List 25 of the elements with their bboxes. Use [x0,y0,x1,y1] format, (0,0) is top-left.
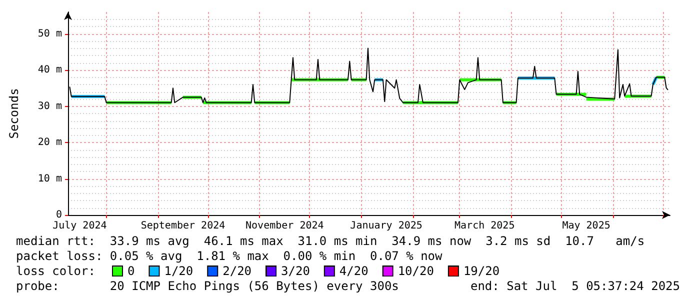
x-tick-label: May 2025 [562,220,610,232]
x-tick-label: July 2024 [52,220,107,232]
text: packet loss: 0.05 % avg 1.81 % max 0.00 % min 0.07 % now [16,249,442,263]
legend-label: 2/20 [222,264,252,278]
y-tick-label: 40 m [38,64,62,76]
legend-title: loss color: [16,264,96,278]
text: probe: 20 ICMP Echo Pings (56 Bytes) every 300s [16,279,399,293]
legend-label: 19/20 [463,264,500,278]
legend-label: 0 [128,264,135,278]
legend-label: 4/20 [339,264,368,278]
x-tick-label: March 2025 [454,220,515,232]
text: median rtt: 33.9 ms avg 46.1 ms max 31.0 ms min 34.9 ms now 3.2 ms sd 10.7 am/s [16,234,645,248]
legend-label: 10/20 [398,264,434,278]
y-tick-label: 20 m [38,137,62,148]
y-tick-label: 30 m [38,100,62,112]
x-tick-label: September 2024 [140,220,226,232]
y-tick-label: 10 m [38,173,62,184]
x-tick-label: January 2025 [350,220,422,232]
legend-label: 1/20 [164,264,194,278]
legend-label: 3/20 [281,264,310,278]
text: end: Sat Jul 5 05:37:24 2025 [470,279,680,293]
y-tick-label: 0 [56,210,62,220]
y-axis-title: Seconds [7,88,21,139]
y-tick-label: 50 m [38,28,62,40]
x-tick-label: November 2024 [246,220,324,232]
